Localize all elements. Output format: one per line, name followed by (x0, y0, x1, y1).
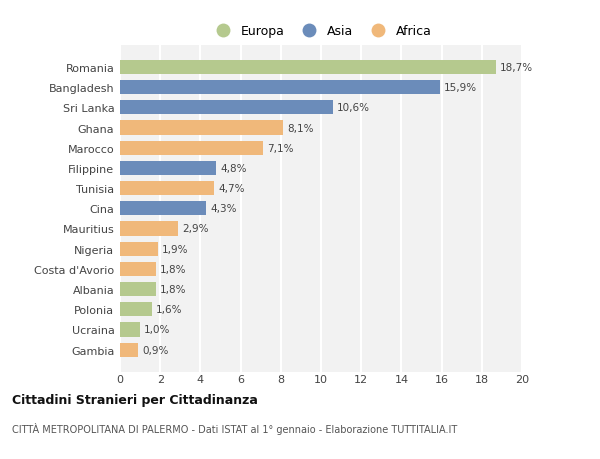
Bar (120, 61, 496, 75)
Bar (120, 182, 214, 196)
Text: 4,7%: 4,7% (218, 184, 245, 194)
Text: 1,6%: 1,6% (156, 305, 182, 314)
Bar (120, 202, 206, 216)
Bar (120, 101, 333, 115)
Bar (120, 222, 178, 236)
Bar (120, 121, 283, 135)
Text: 8,1%: 8,1% (287, 123, 313, 133)
Text: 4,3%: 4,3% (211, 204, 237, 214)
Text: 1,9%: 1,9% (162, 244, 189, 254)
Text: 4,8%: 4,8% (221, 163, 247, 174)
Bar (120, 302, 152, 317)
Text: 1,0%: 1,0% (144, 325, 170, 335)
Legend: Europa, Asia, Africa: Europa, Asia, Africa (208, 23, 434, 41)
Bar (120, 282, 156, 297)
Bar (120, 141, 263, 156)
Text: 18,7%: 18,7% (500, 63, 533, 73)
Text: 1,8%: 1,8% (160, 264, 187, 274)
Bar (120, 242, 158, 256)
Text: 0,9%: 0,9% (142, 345, 169, 355)
Text: Cittadini Stranieri per Cittadinanza: Cittadini Stranieri per Cittadinanza (12, 393, 258, 406)
Text: 10,6%: 10,6% (337, 103, 370, 113)
Text: CITTÀ METROPOLITANA DI PALERMO - Dati ISTAT al 1° gennaio - Elaborazione TUTTITA: CITTÀ METROPOLITANA DI PALERMO - Dati IS… (12, 422, 457, 434)
Bar (120, 162, 217, 176)
Text: 15,9%: 15,9% (443, 83, 477, 93)
Bar (120, 81, 440, 95)
Text: 7,1%: 7,1% (267, 143, 293, 153)
Text: 2,9%: 2,9% (182, 224, 209, 234)
Bar (120, 343, 138, 357)
Text: 1,8%: 1,8% (160, 285, 187, 295)
Bar (120, 323, 140, 337)
Bar (120, 262, 156, 276)
